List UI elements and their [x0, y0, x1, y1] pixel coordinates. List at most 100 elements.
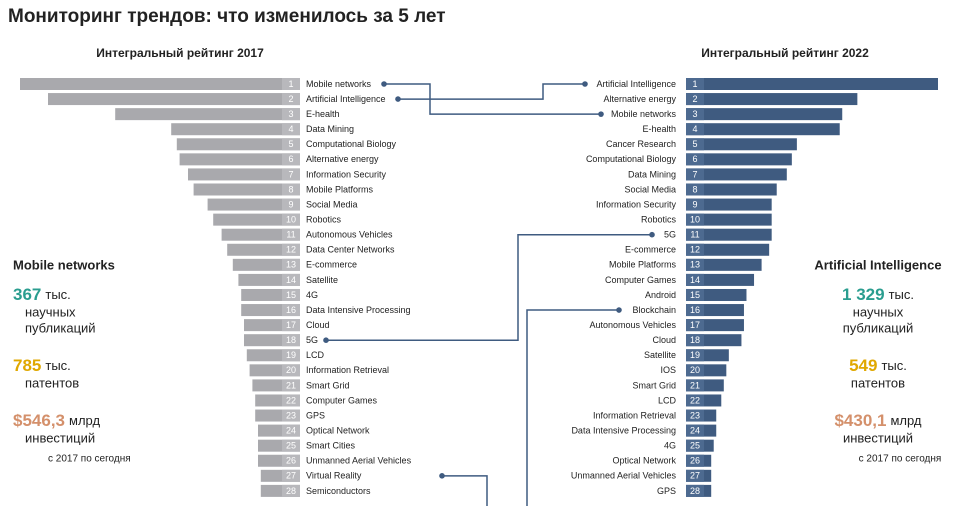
- rank-box: [686, 153, 704, 166]
- connector-dot: [582, 81, 588, 87]
- rank: 18: [286, 335, 296, 345]
- rank-box: [282, 454, 300, 467]
- rank: 13: [286, 260, 296, 270]
- stats-note: с 2017 по сегодня: [48, 454, 131, 465]
- stat-unit: тыс.: [45, 287, 70, 302]
- rank: 21: [286, 380, 296, 390]
- slide-title: Мониторинг трендов: что изменилось за 5 …: [8, 6, 446, 27]
- rank: 8: [288, 184, 293, 194]
- category-label: Cloud: [306, 320, 330, 330]
- rank-box: [686, 349, 704, 362]
- stat-unit: тыс.: [889, 287, 914, 302]
- rank: 26: [286, 456, 296, 466]
- bar: [193, 183, 300, 196]
- rank: 15: [286, 290, 296, 300]
- rank-box: [282, 319, 300, 332]
- rank-box: [686, 439, 704, 452]
- stats-note: с 2017 по сегодня: [859, 454, 942, 465]
- category-label: Semiconductors: [306, 486, 371, 496]
- rank-box: [282, 183, 300, 196]
- category-label: Smart Grid: [306, 380, 350, 390]
- rank-box: [686, 364, 704, 377]
- category-label: Information Retrieval: [593, 410, 676, 420]
- rank-box: [282, 409, 300, 422]
- rank: 1: [692, 79, 697, 89]
- category-label: Social Media: [624, 184, 676, 194]
- rank: 4: [288, 124, 293, 134]
- rank-box: [282, 394, 300, 407]
- category-label: Artificial Intelligence: [306, 94, 386, 104]
- bar: [188, 168, 300, 181]
- connector-dot: [395, 96, 401, 102]
- rank-box: [282, 364, 300, 377]
- rank-box: [686, 454, 704, 467]
- category-label: Smart Grid: [632, 380, 676, 390]
- bar: [686, 168, 787, 181]
- category-label: Alternative energy: [603, 94, 676, 104]
- rank: 8: [692, 184, 697, 194]
- category-label: Robotics: [306, 215, 342, 225]
- rank-box: [282, 484, 300, 497]
- category-label: 4G: [664, 441, 676, 451]
- category-label: LCD: [306, 350, 325, 360]
- rank-box: [282, 93, 300, 106]
- bar: [686, 138, 797, 151]
- category-label: Autonomous Vehicles: [589, 320, 676, 330]
- category-label: Mobile networks: [306, 79, 372, 89]
- category-label: Smart Cities: [306, 441, 356, 451]
- category-label: Autonomous Vehicles: [306, 230, 393, 240]
- rank-box: [282, 138, 300, 151]
- bar: [179, 153, 300, 166]
- category-label: Alternative energy: [306, 154, 379, 164]
- category-label: Data Center Networks: [306, 245, 395, 255]
- stat-value: $546,3: [13, 411, 65, 430]
- category-label: Information Retrieval: [306, 365, 389, 375]
- rank: 20: [286, 365, 296, 375]
- rank-box: [282, 213, 300, 226]
- rank: 7: [692, 169, 697, 179]
- stat-line: $546,3 млрд: [13, 411, 100, 430]
- category-label: Android: [645, 290, 676, 300]
- rank-box: [686, 198, 704, 211]
- bar: [686, 108, 843, 121]
- rank: 17: [286, 320, 296, 330]
- rank-box: [686, 273, 704, 286]
- rank: 4: [692, 124, 697, 134]
- rank-box: [282, 288, 300, 301]
- rank-box: [282, 304, 300, 317]
- rank: 25: [690, 441, 700, 451]
- rank: 28: [286, 486, 296, 496]
- rank: 1: [288, 79, 293, 89]
- rank: 3: [288, 109, 293, 119]
- rank: 5: [288, 139, 293, 149]
- rank: 12: [690, 245, 700, 255]
- rank: 15: [690, 290, 700, 300]
- stat-unit: млрд: [890, 413, 921, 428]
- bar: [686, 183, 777, 196]
- bar: [686, 198, 772, 211]
- category-label: Data Mining: [628, 169, 676, 179]
- rank: 18: [690, 335, 700, 345]
- connector: [398, 83, 585, 100]
- connector-dot: [616, 307, 622, 313]
- rank-box: [686, 394, 704, 407]
- rank: 25: [286, 441, 296, 451]
- stat-caption: патентов: [851, 375, 905, 390]
- stat-line: 785 тыс.: [13, 356, 71, 375]
- stat-caption: научных: [853, 304, 904, 319]
- rank: 10: [690, 215, 700, 225]
- bar: [176, 138, 300, 151]
- category-label: Artificial Intelligence: [596, 79, 676, 89]
- rank: 2: [692, 94, 697, 104]
- rank: 7: [288, 169, 293, 179]
- rank: 20: [690, 365, 700, 375]
- category-label: Social Media: [306, 199, 358, 209]
- connector-dot: [439, 473, 445, 479]
- rank-box: [686, 123, 704, 136]
- stat-line: $430,1 млрд: [834, 411, 921, 430]
- chart-title: Интегральный рейтинг 2022: [701, 46, 869, 60]
- category-label: GPS: [306, 410, 325, 420]
- category-label: Mobile Platforms: [609, 260, 677, 270]
- rank: 10: [286, 215, 296, 225]
